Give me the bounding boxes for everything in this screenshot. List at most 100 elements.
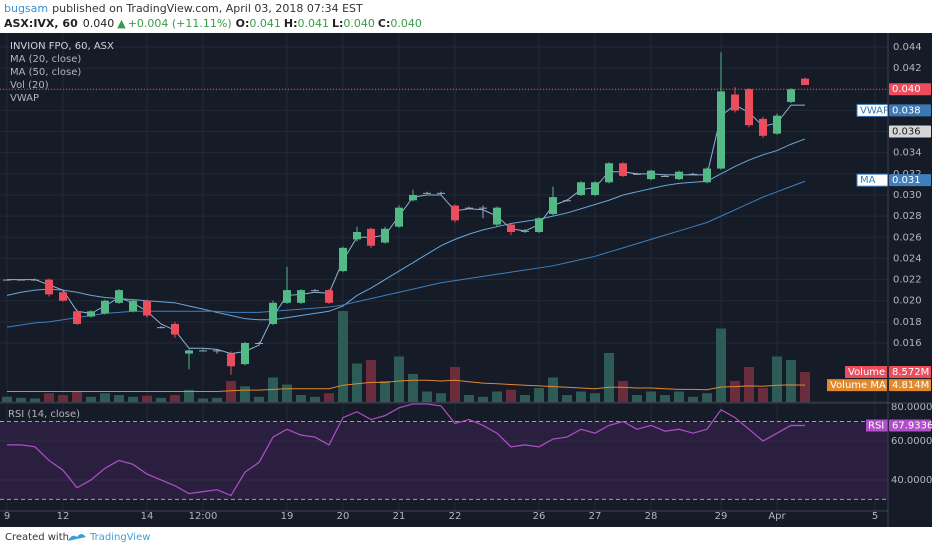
volume-bar [604,353,614,402]
volume-label-box [889,365,931,378]
change: +0.004 (+11.11%) [128,17,232,30]
volume-bar [660,395,670,402]
y-tick-label: 0.030 [893,190,922,201]
rsi-tick-label: 80.0000 [891,402,932,413]
price-label-box [889,104,931,117]
volume-bar [184,389,194,402]
volume-bar [170,395,180,402]
candle-body [73,311,81,324]
last-price-label-box [889,83,931,96]
volume-bar [534,388,544,402]
y-tick-label: 0.022 [893,275,922,286]
volume-bar [72,391,82,402]
price-label: 0.038 [892,105,921,116]
candle-body [297,290,305,303]
rsi-tick-label: 60.0000 [891,436,932,447]
candle-body [647,170,655,180]
volume-bar [688,396,698,402]
y-tick-label: 0.016 [893,338,922,349]
o: 0.041 [249,17,281,30]
volume-bar [310,396,320,402]
volume-bar [30,398,40,402]
candle-body [367,228,375,246]
volume-bar [786,360,796,402]
candle-body [423,192,431,194]
y-tick-label: 0.042 [893,63,922,74]
candle-body [353,231,361,240]
x-tick-label: 12:00 [189,511,218,522]
candle-body [451,205,459,221]
candle-body [745,89,753,126]
volume-bar [422,391,432,402]
price-label-name: VWAP [860,105,889,116]
candle-body [87,311,95,317]
rsi-value-label: 67.9336 [892,421,932,432]
published: published on TradingView.com, April 03, … [52,2,363,15]
volume-bar [408,374,418,402]
rsi-value-label-box [889,419,931,432]
price-label-name: MA [860,175,876,186]
volume-bar [800,371,810,402]
volume-bar [646,391,656,402]
candle-body [605,163,613,183]
chart-layer: 9 12 14 12:00 19 20 21 22 26 27 28 29 Apr 5 0.016 0.018… [0,33,932,522]
candle-body [143,300,151,316]
y-tick-label: 0.028 [893,211,922,222]
y-tick-label: 0.024 [893,253,922,264]
x-tick-label: Apr [768,511,786,522]
candle-body [717,91,725,169]
y-tick-label: 0.020 [893,296,922,307]
volume-label-name: Volume [848,367,885,378]
candle-body [129,300,137,312]
volume-bar [352,363,362,402]
x-tick-label: 29 [715,511,728,522]
candle-body [409,194,417,201]
rsi-band [0,421,888,500]
candle-body [773,115,781,134]
volume-bar [506,389,516,402]
x-tick-label: 20 [337,511,350,522]
volume-bar [702,393,712,402]
symbol: ASX:IVX, 60 [4,17,78,30]
volume-label-name: Volume MA [830,380,886,391]
rsi-name-box [866,419,888,432]
last: 0.040 [83,17,115,30]
candle-body [493,207,501,225]
candle-body [185,350,193,354]
volume-bar [464,395,474,402]
x-tick-label: 19 [281,511,294,522]
candle-body [283,290,291,303]
candle-body [577,182,585,195]
volume-bar [198,398,208,402]
h-key: H: [284,17,298,30]
candle-body [157,327,165,329]
x-tick-label: 27 [589,511,602,522]
rsi-name: RSI [868,421,884,432]
candle-body [563,200,571,202]
candle-body [255,343,263,345]
volume-bar [324,393,334,402]
volume-bar [730,381,740,402]
volume-bar [58,395,68,402]
volume-bar [436,393,446,402]
volume-bar [212,397,222,402]
user[interactable]: bugsam [4,2,48,15]
volume-bar [744,367,754,402]
footer-brand[interactable]: TradingView [89,532,150,543]
candle-body [479,207,487,209]
volume-bar [674,391,684,402]
candle-body [759,118,767,136]
volume-bar [366,360,376,402]
candle-body [17,279,25,281]
price-label: 0.031 [892,175,921,186]
candle-body [507,224,515,232]
x-tick-label: 12 [57,511,70,522]
footer-bg [0,527,932,550]
volume-label-name-box [827,379,887,392]
candle-body [171,323,179,335]
x-tick-label: 22 [449,511,462,522]
x-tick-label: 28 [645,511,658,522]
volume-bar [758,388,768,402]
candle-body [591,182,599,195]
